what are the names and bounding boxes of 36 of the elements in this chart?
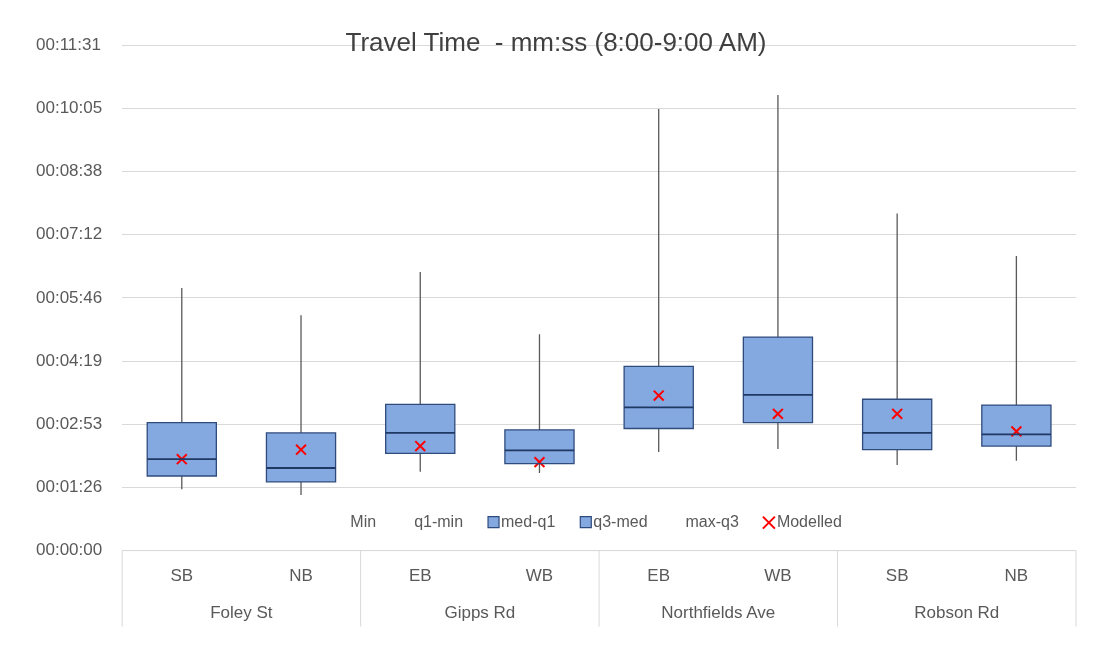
text: Robson Rd [914, 603, 1000, 623]
point [175, 453, 188, 466]
legend-label: q3-med [593, 513, 648, 531]
y-tick-label: 00:04:19 [36, 350, 103, 370]
point [891, 407, 904, 420]
y-tick-label: 00:01:26 [36, 477, 103, 497]
y-tick-label: 00:11:31 [36, 34, 101, 54]
x-tick-label: WB [525, 566, 554, 586]
y-tick-label: 00:02:53 [36, 413, 103, 433]
point [414, 440, 427, 452]
y-tick-label: 00:07:12 [36, 224, 103, 244]
point [1010, 425, 1023, 438]
x-tick-label: SB [885, 566, 909, 586]
x-tick-label: WB [764, 566, 792, 586]
legend-label: Modelled [776, 513, 842, 531]
y-tick-label: 00:08:38 [36, 161, 103, 181]
legend-label: med-q1 [501, 513, 556, 531]
text: max-q3 [685, 513, 739, 531]
text: q1-min [414, 513, 464, 531]
x-tick-label: EB [408, 566, 432, 586]
point [771, 407, 784, 420]
x-tick-label: EB [647, 566, 671, 586]
point [652, 389, 665, 402]
x-tick-label: NB [289, 566, 313, 586]
text: Northfields Ave [661, 603, 776, 623]
text: Foley St [210, 603, 273, 623]
y-tick-label: 00:10:05 [36, 98, 103, 118]
text: Min [350, 513, 377, 531]
x-tick-label: NB [1004, 566, 1029, 586]
chart-title: Travel Time - mm:ss (8:00-9:00 AM) [345, 26, 767, 57]
x-tick-label: SB [170, 566, 194, 586]
text: Gipps Rd [444, 603, 516, 623]
y-tick-label: 00:00:00 [36, 540, 103, 560]
point [533, 456, 546, 469]
y-tick-label: 00:05:46 [36, 287, 103, 307]
point [295, 443, 307, 456]
